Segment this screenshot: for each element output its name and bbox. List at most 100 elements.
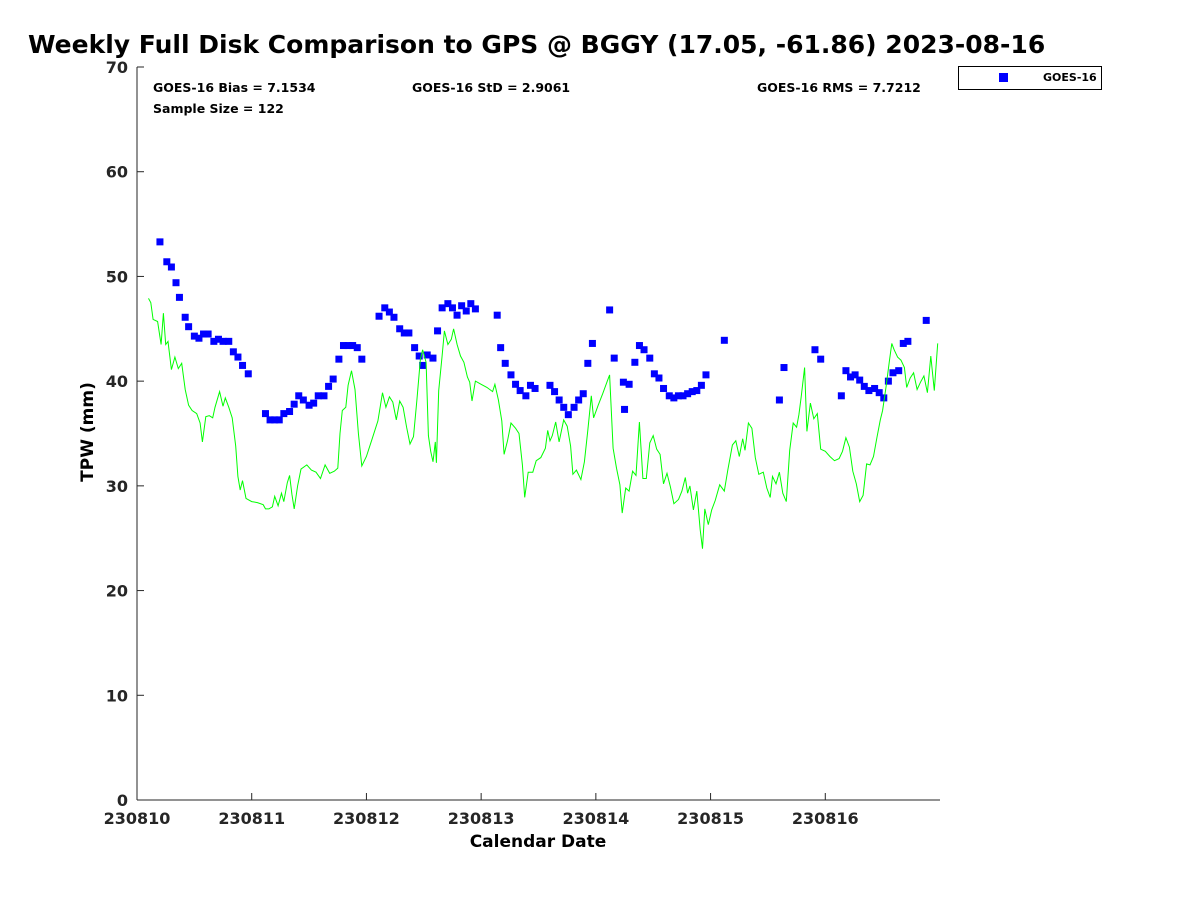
goes16-data-point [400,329,408,337]
goes16-data-point [871,384,879,392]
x-tick-label: 230814 [562,809,629,828]
goes16-data-point [349,342,357,350]
x-tick-label: 230811 [218,809,285,828]
goes16-data-point [564,411,572,419]
goes16-data-point [219,337,227,345]
goes16-data-point [390,313,398,321]
goes16-data-point [619,378,627,386]
goes16-data-point [411,344,419,352]
goes16-data-point [210,337,218,345]
goes16-data-point [775,396,783,404]
goes16-data-point [353,344,361,352]
goes16-data-point [381,304,389,312]
goes16-data-point [889,369,897,377]
goes16-data-point [584,359,592,367]
goes16-data-point [650,370,658,378]
legend: GOES-16 [958,66,1102,90]
goes16-data-point [526,381,534,389]
goes16-data-point [299,396,307,404]
goes16-data-point [375,312,383,320]
goes16-data-point [811,346,819,354]
goes16-data-point [493,311,501,319]
goes16-data-point [837,392,845,400]
goes16-data-point [204,330,212,338]
goes16-data-point [239,361,247,369]
y-axis-label: TPW (mm) [78,382,98,482]
goes16-data-point [453,311,461,319]
goes16-data-point [904,337,912,345]
goes16-data-point [344,342,352,350]
goes16-data-point [684,390,692,398]
goes16-data-point [665,392,673,400]
goes16-data-point [884,377,892,385]
goes16-data-point [679,392,687,400]
goes16-data-point [172,279,180,287]
y-tick-label: 20 [106,582,128,601]
goes16-data-point [156,238,164,246]
goes16-data-point [448,304,456,312]
goes16-data-point [551,388,559,396]
goes16-data-point [660,384,668,392]
y-tick-label: 70 [106,58,128,77]
tick-labels: 0 10 20 30 40 50 60 70 230810 230811 230812 230813 2… [104,58,859,828]
goes16-data-point [467,300,475,308]
std-stat: GOES-16 StD = 2.9061 [412,80,571,95]
goes16-data-point [588,339,596,347]
goes16-data-point [688,388,696,396]
x-axis-label: Calendar Date [469,832,607,852]
goes16-data-point [320,392,328,400]
x-tick-label: 230813 [448,809,515,828]
sample-size-stat: Sample Size = 122 [153,101,284,116]
goes16-data-point [434,327,442,335]
goes16-data-point [305,401,313,409]
goes16-data-point [635,342,643,350]
goes16-data-point [261,410,269,418]
bias-stat: GOES-16 Bias = 7.1534 [153,80,316,95]
legend-marker-goes16 [999,73,1008,82]
chart-title: Weekly Full Disk Comparison to GPS @ BGG… [28,30,1046,59]
goes16-data-point [329,375,337,383]
goes16-data-point [275,416,283,424]
goes16-data-point [655,374,663,382]
goes16-data-point [429,354,437,362]
goes16-data-point [875,389,883,397]
goes16-data-point [314,392,322,400]
goes16-data-point [899,339,907,347]
goes16-data-point [531,384,539,392]
goes16-data-point [385,308,393,316]
goes16-data-point [163,258,171,266]
goes16-data-point [335,355,343,363]
goes16-data-point [244,370,252,378]
goes16-data-point [396,325,404,333]
goes16-data-point [579,390,587,398]
rms-stat: GOES-16 RMS = 7.7212 [757,80,921,95]
legend-label-goes16: GOES-16 [1043,71,1097,84]
y-tick-label: 50 [106,267,128,286]
goes16-data-point [310,399,318,407]
goes16-data-point [860,382,868,390]
goes16-data-point [880,394,888,402]
goes16-data-point [286,408,294,416]
goes16-data-point [851,371,859,379]
goes16-data-point [610,354,618,362]
goes16-data-point [438,304,446,312]
goes16-data-point [185,323,193,331]
y-tick-label: 60 [106,163,128,182]
goes16-data-point [358,355,366,363]
y-tick-label: 0 [117,791,128,810]
goes16-data-point [325,382,333,390]
goes16-data-point [817,355,825,363]
goes16-data-point [225,337,233,345]
y-tick-label: 40 [106,372,128,391]
goes16-data-point [419,361,427,369]
gps-series-line [148,298,939,549]
goes16-data-point [670,394,678,402]
goes16-data-point [415,352,423,360]
goes16-data-point [266,416,274,424]
goes16-data-point [847,373,855,381]
goes16-data-point [290,400,298,408]
goes16-data-point [842,367,850,375]
goes16-data-point [856,376,864,384]
goes16-data-point [697,381,705,389]
goes16-data-point [234,353,242,361]
